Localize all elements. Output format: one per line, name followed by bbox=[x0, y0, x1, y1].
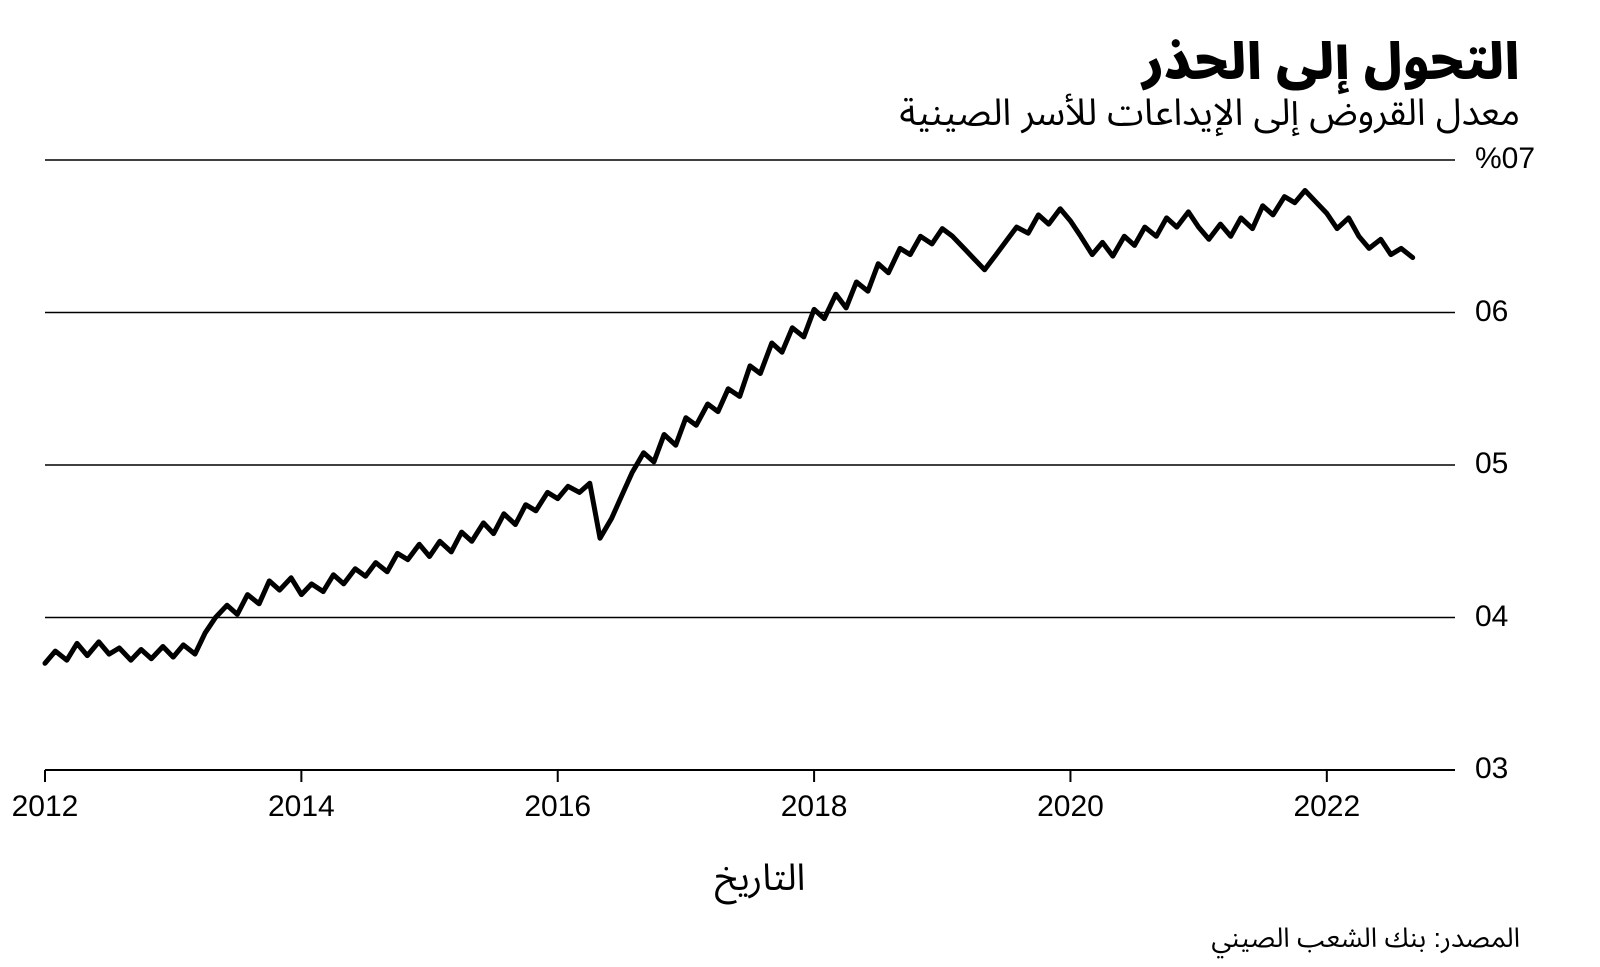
x-tick-label: 2020 bbox=[1030, 790, 1110, 824]
y-tick-label: 40 bbox=[1475, 600, 1508, 634]
y-tick-label: 70% bbox=[1475, 142, 1535, 176]
x-tick-label: 2022 bbox=[1287, 790, 1367, 824]
y-tick-label: 60 bbox=[1475, 295, 1508, 329]
x-tick-label: 2012 bbox=[5, 790, 85, 824]
y-tick-label: 50 bbox=[1475, 447, 1508, 481]
y-tick-label: 30 bbox=[1475, 752, 1508, 786]
data-line bbox=[45, 191, 1413, 664]
x-tick-label: 2016 bbox=[518, 790, 598, 824]
x-tick-label: 2014 bbox=[261, 790, 341, 824]
x-tick-label: 2018 bbox=[774, 790, 854, 824]
